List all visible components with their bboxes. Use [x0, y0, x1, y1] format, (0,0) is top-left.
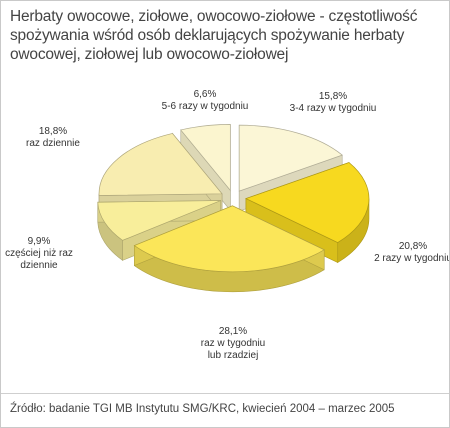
- slice-value-label: 20,8%: [399, 241, 427, 252]
- slice-label: 18,8% raz dziennie: [26, 126, 80, 149]
- slice-label: 6,6% 5-6 razy w tygodniu: [162, 89, 249, 112]
- chart-title-line: owocowej, ziołowej lub owocowo-ziołowej: [10, 46, 289, 63]
- chart-title: Herbaty owocowe, ziołowe, owocowo-ziołow…: [10, 7, 440, 64]
- pie-slice-top: [98, 133, 223, 196]
- pie-chart: 15,8% 3-4 razy w tygodniu 20,8% 2 razy w ty…: [5, 89, 449, 361]
- slice-category-label: 5-6 razy w tygodniu: [162, 101, 249, 112]
- slice-value-label: 28,1%: [219, 326, 247, 337]
- slice-value-label: 6,6%: [194, 89, 217, 100]
- slice-category-label: 3-4 razy w tygodniu: [290, 103, 377, 114]
- pie-slice-top: [180, 124, 231, 192]
- slice-category-label: lub rzadziej: [208, 350, 259, 361]
- slice-category-label: 2 razy w tygodniu: [374, 253, 449, 264]
- divider: [1, 393, 449, 394]
- slice-category-label: częściej niż raz: [5, 248, 73, 259]
- slice-category-label: raz w tygodniu: [201, 338, 265, 349]
- pie-slice: [98, 132, 223, 216]
- pie-slice: [133, 205, 325, 293]
- slice-label: 15,8% 3-4 razy w tygodniu: [290, 91, 377, 114]
- pie-slice-top: [245, 162, 370, 243]
- chart-title-line: Herbaty owocowe, ziołowe, owocowo-ziołow…: [10, 8, 418, 25]
- slice-value-label: 15,8%: [319, 91, 347, 102]
- slice-value-label: 18,8%: [39, 126, 67, 137]
- pie-slice-top: [97, 200, 221, 241]
- pie-slice-top: [133, 205, 325, 273]
- slice-value-label: 9,9%: [28, 236, 51, 247]
- source-note: Źródło: badanie TGI MB Instytutu SMG/KRC…: [10, 403, 395, 415]
- slice-label: 9,9% częściej niż raz dziennie: [5, 236, 73, 271]
- slice-label: 28,1% raz w tygodniu lub rzadziej: [201, 326, 265, 361]
- slice-category-label: raz dziennie: [26, 138, 80, 149]
- slice-label: 20,8% 2 razy w tygodniu: [374, 241, 449, 264]
- slice-category-label: dziennie: [20, 260, 58, 271]
- pie-slice-top: [238, 124, 343, 192]
- chart-title-line: spożywania wśród osób deklarujących spoż…: [10, 27, 405, 44]
